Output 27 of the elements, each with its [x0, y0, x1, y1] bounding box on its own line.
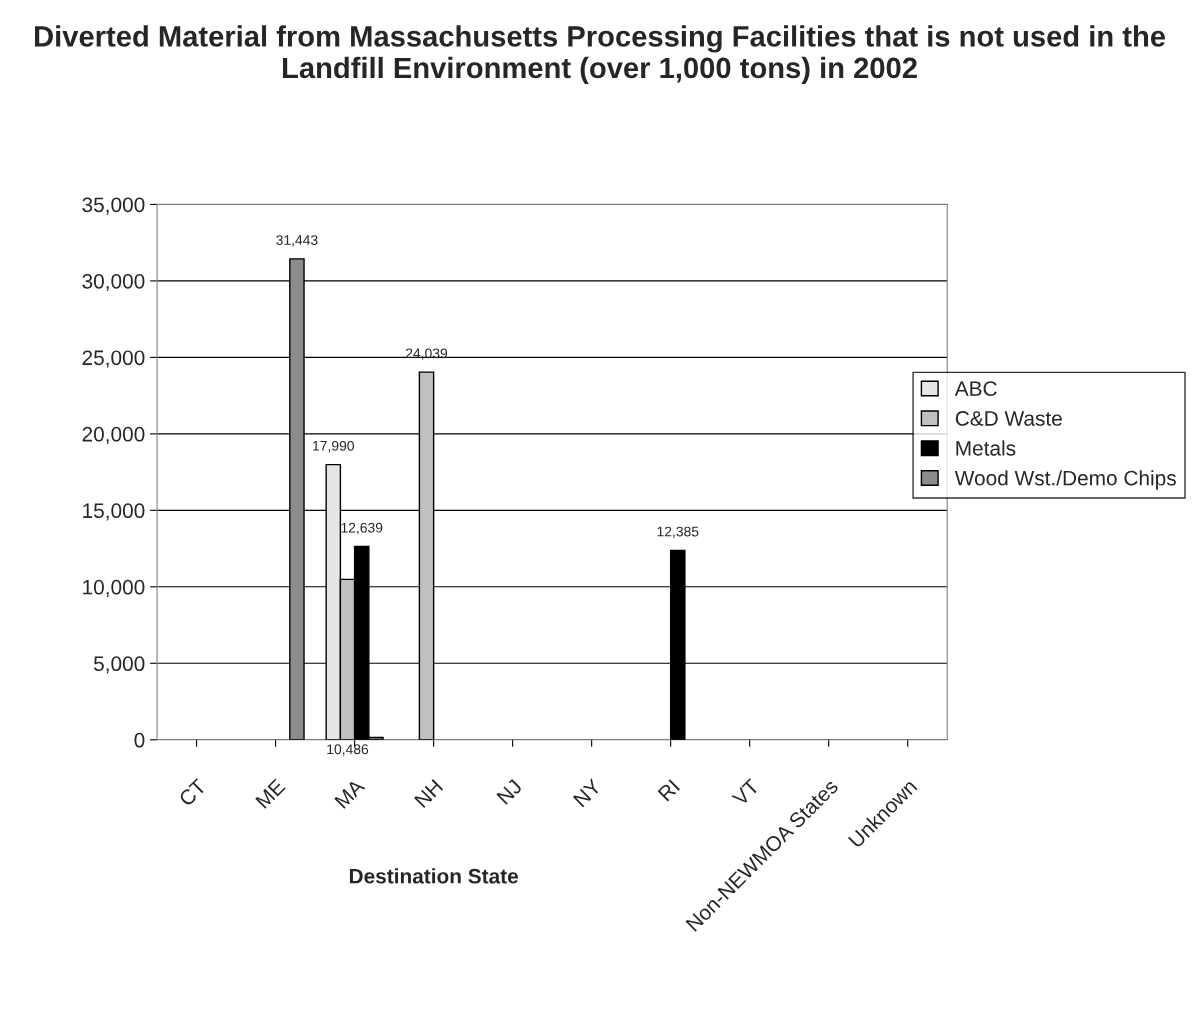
x-tick-label: ME	[255, 778, 286, 809]
data-label: 12,639	[341, 522, 383, 535]
legend-label: Wood Wst./Demo Chips	[954, 470, 1176, 490]
legend-label: Metals	[956, 440, 1016, 456]
data-label: 12,385	[657, 526, 699, 539]
x-tick-label: MA	[334, 777, 366, 809]
x-tick-label: VT	[731, 778, 761, 807]
y-tick-label: 0	[134, 732, 145, 748]
x-tick-label: NJ	[496, 778, 523, 805]
legend-label: ABC	[954, 381, 997, 396]
y-tick-label: 35,000	[82, 197, 145, 215]
chart-title: Diverted Material from Massachusetts Processing Facilities that is not used in the Landfill Environment (over 1,000 tons) in 2002	[35, 25, 1166, 85]
x-tick-label: CT	[178, 778, 208, 807]
legend-label: C&D Waste	[955, 411, 1062, 426]
y-tick-label: 5,000	[93, 656, 145, 674]
x-tick-label: NH	[414, 779, 444, 809]
y-tick-label: 15,000	[83, 503, 145, 521]
data-label: 17,990	[313, 440, 354, 453]
y-tick-label: 20,000	[82, 426, 145, 445]
y-tick-label: 30,000	[82, 273, 145, 292]
y-tick-label: 10,000	[83, 579, 145, 598]
x-tick-label: NY	[572, 778, 602, 808]
x-axis-title: Destination State	[349, 868, 518, 884]
data-label: 10,486	[327, 744, 369, 756]
x-tick-label: RI	[657, 779, 680, 802]
data-label: 31,443	[276, 235, 318, 247]
y-tick-label: 25,000	[82, 350, 145, 368]
